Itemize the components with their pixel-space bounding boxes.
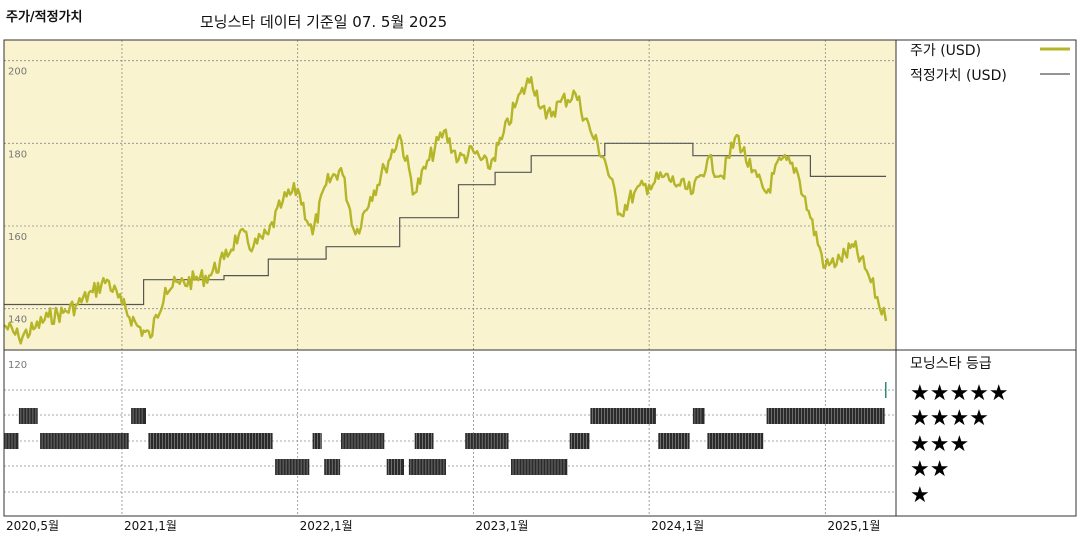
x-tick-label: 2021,1월 <box>124 519 177 533</box>
rating-segment-4 <box>692 408 705 424</box>
rating-title: 모닝스타 등급 <box>910 356 992 372</box>
rating-1-star: ★ <box>910 483 930 508</box>
rating-segment-3 <box>465 433 509 449</box>
y-tick-label: 120 <box>8 360 27 371</box>
x-tick-label: 2023,1월 <box>475 519 528 533</box>
rating-segment-4 <box>590 408 656 424</box>
rating-2-stars: ★★ <box>910 457 949 482</box>
rating-bars <box>4 382 887 475</box>
x-ticks: 2020,5월 2021,1월 2022,1월 2023,1월 2024,1월 2025,… <box>6 519 880 533</box>
y-tick-label: 140 <box>8 315 27 326</box>
x-tick-label: 2022,1월 <box>300 519 353 533</box>
rating-segment-3 <box>312 433 322 449</box>
y-tick-label: 200 <box>8 67 27 78</box>
rating-segment-2 <box>408 459 446 475</box>
rating-segment-2 <box>511 459 568 475</box>
rating-segment-5 <box>885 382 887 398</box>
y-tick-label: 160 <box>8 232 27 243</box>
x-tick-label: 2024,1월 <box>651 519 704 533</box>
rating-5-stars: ★★★★★ <box>910 381 1009 406</box>
x-tick-label: 2025,1월 <box>827 519 880 533</box>
x-tick-label: 2020,5월 <box>6 519 59 533</box>
rating-segment-3 <box>707 433 764 449</box>
price-line <box>3 76 888 345</box>
y-tick-label: 180 <box>8 149 27 160</box>
price-panel-bg <box>4 40 896 350</box>
rating-segment-3 <box>414 433 434 449</box>
rating-4-stars: ★★★★ <box>910 406 989 431</box>
rating-segment-2 <box>386 459 404 475</box>
chart-frame <box>3 39 1077 517</box>
legend-price-label: 주가 (USD) <box>910 43 981 59</box>
rating-3-stars: ★★★ <box>910 432 969 457</box>
fair-value-line <box>4 142 886 306</box>
rating-segment-3 <box>341 433 385 449</box>
legend-fair-label: 적정가치 (USD) <box>910 68 1007 84</box>
data-date-label: 모닝스타 데이터 기준일 07. 5월 2025 <box>200 13 448 31</box>
chart-title: 주가/적정가치 <box>6 10 83 25</box>
rating-segment-4 <box>18 408 38 424</box>
y-ticks: 200 180 160 140 120 <box>8 67 27 371</box>
rating-segment-3 <box>658 433 690 449</box>
